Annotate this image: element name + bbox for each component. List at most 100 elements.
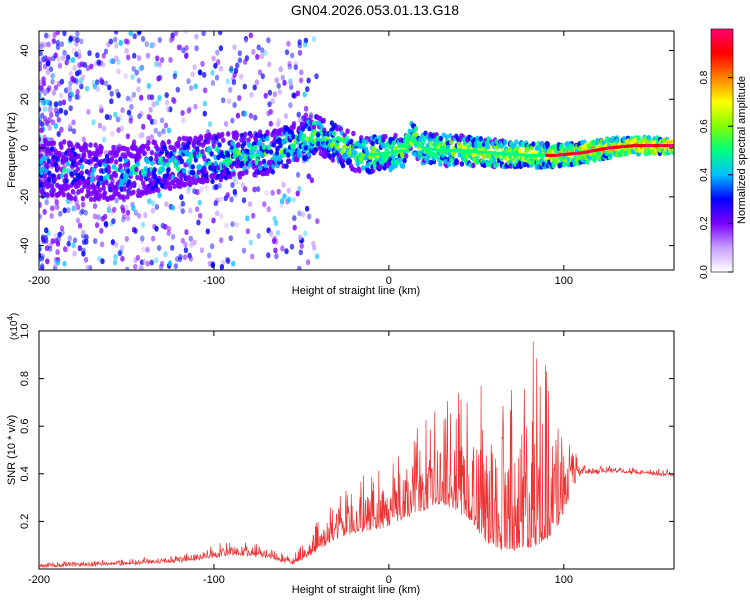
heatmap-speck [39, 255, 45, 262]
heatmap-core [400, 148, 406, 153]
heatmap-cell [275, 146, 280, 152]
heatmap-cell [132, 180, 137, 187]
heatmap-speck [39, 263, 45, 269]
heatmap-cell [190, 164, 195, 170]
heatmap-cell [109, 155, 115, 162]
heatmap-speck [149, 134, 154, 141]
colorbar-tick-label: 0.0 [699, 265, 710, 279]
heatmap-speck [119, 125, 125, 132]
heatmap-speck [142, 258, 147, 265]
heatmap-cell [152, 173, 158, 179]
heatmap-speck [225, 256, 230, 263]
heatmap-speck [276, 188, 281, 195]
heatmap-cell [393, 132, 398, 139]
heatmap-speck [288, 102, 293, 109]
heatmap-cell [79, 164, 85, 170]
heatmap-speck [66, 168, 71, 175]
heatmap-cell [268, 149, 274, 155]
heatmap-cell [604, 150, 609, 157]
heatmap-speck [231, 79, 237, 86]
heatmap-cell [127, 179, 132, 185]
heatmap-speck [112, 206, 117, 213]
heatmap-speck [41, 56, 46, 63]
heatmap-cell [252, 144, 258, 151]
heatmap-speck [101, 61, 106, 68]
heatmap-speck [107, 84, 112, 91]
heatmap-speck [58, 100, 63, 107]
heatmap-cell [166, 167, 171, 173]
heatmap-speck [286, 187, 291, 194]
heatmap-speck [201, 31, 206, 37]
heatmap-speck [51, 38, 56, 44]
heatmap-cell [47, 170, 52, 177]
heatmap-speck [53, 101, 59, 108]
heatmap-cell [135, 161, 141, 167]
heatmap-speck [93, 238, 98, 244]
heatmap-speck [149, 259, 154, 266]
heatmap-cell [83, 146, 89, 153]
heatmap-cell [300, 126, 306, 132]
snr-y-multiplier: (x104) [6, 313, 20, 340]
heatmap-cell [400, 152, 405, 158]
heatmap-cell [228, 173, 233, 180]
heatmap-cell [258, 160, 263, 167]
heatmap-speck [161, 128, 166, 135]
heatmap-cell [160, 166, 166, 172]
heatmap-speck [47, 117, 52, 123]
heatmap-speck [86, 108, 91, 115]
heatmap-cell [62, 167, 67, 174]
heatmap-speck [56, 131, 61, 137]
heatmap-speck [252, 84, 257, 91]
heatmap-speck [183, 247, 189, 254]
heatmap-cell [265, 135, 270, 142]
snr-y-multiplier-base: (x10 [9, 320, 20, 340]
snr-panel: -200 -100 0 100 0.2 0.4 0.6 0.8 1.0 (x104) Heig… [6, 313, 675, 596]
heatmap-speck [297, 185, 302, 192]
heatmap-speck [117, 250, 123, 257]
heatmap-speck [71, 47, 77, 54]
heatmap-speck [113, 31, 119, 35]
heatmap-speck [303, 230, 308, 237]
snr-plot-area [39, 331, 674, 569]
heatmap-cell [174, 161, 179, 167]
heatmap-speck [286, 196, 292, 203]
snr-x-ticks: -200 -100 0 100 [28, 331, 573, 586]
heatmap-speck [202, 71, 207, 78]
heatmap-y-ticks: -40 -20 0 20 40 [19, 44, 674, 254]
heatmap-cell [503, 139, 508, 145]
heatmap-speck [266, 37, 271, 44]
heatmap-speck [110, 239, 116, 246]
heatmap-cell [182, 168, 187, 174]
heatmap-speck [40, 121, 45, 128]
heatmap-y-tick-label: 0 [19, 145, 31, 151]
heatmap-cell [191, 170, 196, 176]
heatmap-cell [156, 187, 161, 193]
heatmap-speck [171, 96, 176, 103]
heatmap-speck [305, 86, 310, 93]
heatmap-speck [150, 207, 156, 214]
heatmap-speck [131, 91, 137, 98]
snr-y-tick-label: 1.0 [19, 323, 31, 338]
heatmap-cell [70, 188, 76, 195]
heatmap-speck [89, 63, 94, 70]
heatmap-speck [306, 77, 311, 84]
heatmap-speck [66, 85, 72, 92]
heatmap-speck [255, 53, 260, 60]
heatmap-cell [68, 141, 74, 147]
heatmap-speck [275, 121, 281, 128]
heatmap-speck [154, 257, 159, 264]
heatmap-speck [140, 132, 145, 138]
heatmap-speck [141, 246, 146, 253]
heatmap-speck [248, 112, 254, 119]
heatmap-speck [218, 196, 223, 203]
heatmap-speck [213, 200, 218, 207]
heatmap-speck [95, 174, 100, 181]
heatmap-speck [46, 41, 51, 48]
heatmap-speck [237, 57, 243, 64]
heatmap-speck [274, 253, 279, 260]
heatmap-cell [166, 139, 172, 145]
heatmap-speck [199, 186, 204, 192]
heatmap-cell [522, 161, 527, 168]
heatmap-speck [214, 74, 220, 81]
heatmap-speck [59, 41, 65, 48]
